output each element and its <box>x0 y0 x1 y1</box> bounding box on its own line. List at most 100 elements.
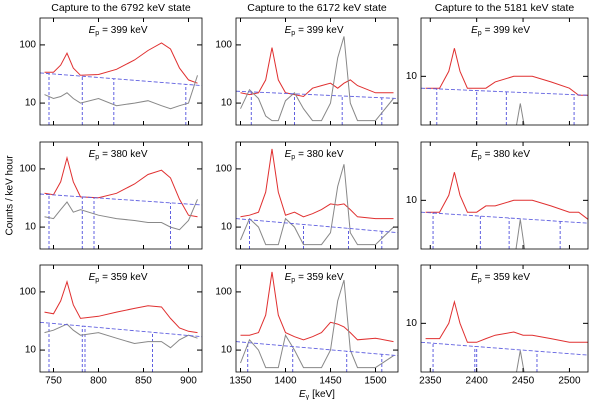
annotation-text: = 399 keV <box>298 25 344 36</box>
panel: Capture to the 6172 keV state 10 100 Ep = 39… <box>215 2 399 126</box>
background-line <box>236 218 398 234</box>
x-tick-label: 2350 <box>419 376 442 387</box>
annotation-text: = 399 keV <box>485 25 531 36</box>
y-tick-label: 100 <box>19 164 36 175</box>
annotation-symbol: E <box>89 149 96 160</box>
plot-area <box>421 299 588 372</box>
annotation-subscript: p <box>291 30 295 37</box>
spectrum-line <box>240 271 394 343</box>
spectrum-line <box>44 323 198 349</box>
x-tick-label: 2400 <box>466 376 489 387</box>
axes-frame <box>235 264 399 373</box>
spectrum-line <box>515 219 526 249</box>
plot-area <box>421 48 588 125</box>
x-tick-label: 1450 <box>319 376 342 387</box>
annotation-subscript: p <box>95 277 99 284</box>
y-tick-label: 10 <box>221 222 233 233</box>
spectrum-line <box>44 199 198 231</box>
spectrum-line <box>240 148 394 220</box>
annotation-subscript: p <box>95 30 99 37</box>
spectrum-line <box>425 48 588 96</box>
annotation: Ep = 380 keV <box>89 149 148 161</box>
spectrum-line <box>44 279 198 334</box>
x-tick-label: 1400 <box>274 376 297 387</box>
axes-frame <box>420 17 589 126</box>
annotation-text: = 359 keV <box>102 272 148 283</box>
annotation-subscript: p <box>478 277 482 284</box>
annotation: Ep = 399 keV <box>89 25 148 37</box>
background-line <box>40 72 202 87</box>
annotation-symbol: E <box>89 272 96 283</box>
panel-title: Capture to the 5181 keV state <box>435 2 575 14</box>
panel: Counts / keV hour 10 100 Ep = 380 keV <box>5 141 203 250</box>
y-tick-label: 10 <box>406 195 418 206</box>
annotation: Ep = 380 keV <box>285 149 344 161</box>
annotation-text: = 380 keV <box>485 149 531 160</box>
annotation: Ep = 380 keV <box>471 149 530 161</box>
axes-frame <box>420 141 589 250</box>
spectrum-line <box>425 172 588 220</box>
y-axis-label: Counts / keV hour <box>5 155 16 236</box>
annotation-subscript: p <box>478 30 482 37</box>
panel: Capture to the 6792 keV state 10 100 Ep = 39… <box>19 2 203 126</box>
annotation-symbol: E <box>471 272 478 283</box>
spectrum-line <box>240 279 394 369</box>
x-tick-label: 1350 <box>229 376 252 387</box>
x-axis-label-symbol: E <box>299 389 306 400</box>
annotation: Ep = 399 keV <box>285 25 344 37</box>
spectrum-line <box>44 155 198 218</box>
annotation-text: = 380 keV <box>298 149 344 160</box>
y-tick-label: 10 <box>25 345 37 356</box>
plot-area <box>421 172 588 249</box>
x-tick-label: 800 <box>90 376 107 387</box>
panel: 2350 2400 2450 2500 10 Ep = 359 keV <box>406 264 589 387</box>
panel-title: Capture to the 6792 keV state <box>51 2 191 14</box>
y-tick-label: 10 <box>406 71 418 82</box>
y-tick-label: 10 <box>25 222 37 233</box>
panel: 10 100 Ep = 380 keV <box>215 141 399 250</box>
plot-area <box>40 42 202 125</box>
y-tick-label: 10 <box>221 345 233 356</box>
background-line <box>236 341 398 357</box>
plot-area <box>40 279 202 372</box>
spectrum-line <box>44 75 198 110</box>
x-axis-label-text: [keV] <box>312 389 335 400</box>
axes-frame <box>235 17 399 126</box>
plot-area <box>236 148 398 249</box>
x-tick-label: 900 <box>180 376 197 387</box>
x-axis-label-subscript: γ <box>306 394 310 400</box>
axes-frame <box>420 264 589 373</box>
y-tick-label: 10 <box>221 98 233 109</box>
annotation: Ep = 359 keV <box>471 272 530 284</box>
background-line <box>421 211 588 224</box>
axes-frame <box>39 141 203 250</box>
axes-frame <box>39 264 203 373</box>
panel: 750 800 850 900 10 100 Ep = 359 keV <box>19 264 203 387</box>
plot-area <box>236 271 398 372</box>
annotation-subscript: p <box>291 154 295 161</box>
annotation-symbol: E <box>471 25 478 36</box>
x-axis-label: Eγ [keV] <box>299 389 335 400</box>
annotation: Ep = 359 keV <box>285 272 344 284</box>
y-tick-label: 100 <box>19 40 36 51</box>
panel: 10 Ep = 380 keV <box>406 141 589 250</box>
annotation-symbol: E <box>89 25 96 36</box>
axes-frame <box>235 141 399 250</box>
y-tick-label: 10 <box>25 98 37 109</box>
spectrum-line <box>240 164 394 246</box>
plot-area <box>236 36 398 125</box>
annotation: Ep = 399 keV <box>471 25 530 37</box>
y-tick-label: 100 <box>215 40 232 51</box>
y-tick-label: 10 <box>406 318 418 329</box>
background-line <box>421 341 588 356</box>
annotation-text: = 359 keV <box>298 272 344 283</box>
x-tick-label: 1500 <box>364 376 387 387</box>
background-line <box>40 321 202 338</box>
annotation-symbol: E <box>285 272 292 283</box>
background-line <box>236 90 398 99</box>
spectrum-line <box>425 299 588 343</box>
spectrum-line <box>44 42 198 84</box>
annotation-subscript: p <box>95 154 99 161</box>
panel: Eγ [keV] 1350 1400 1450 1500 10 100 Ep = 359 keV <box>215 264 399 400</box>
